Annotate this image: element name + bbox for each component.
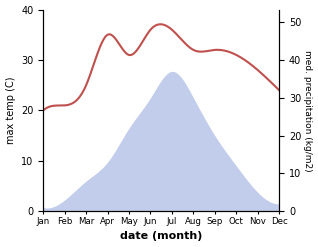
X-axis label: date (month): date (month) xyxy=(120,231,203,242)
Y-axis label: med. precipitation (kg/m2): med. precipitation (kg/m2) xyxy=(303,50,313,171)
Y-axis label: max temp (C): max temp (C) xyxy=(5,77,16,144)
